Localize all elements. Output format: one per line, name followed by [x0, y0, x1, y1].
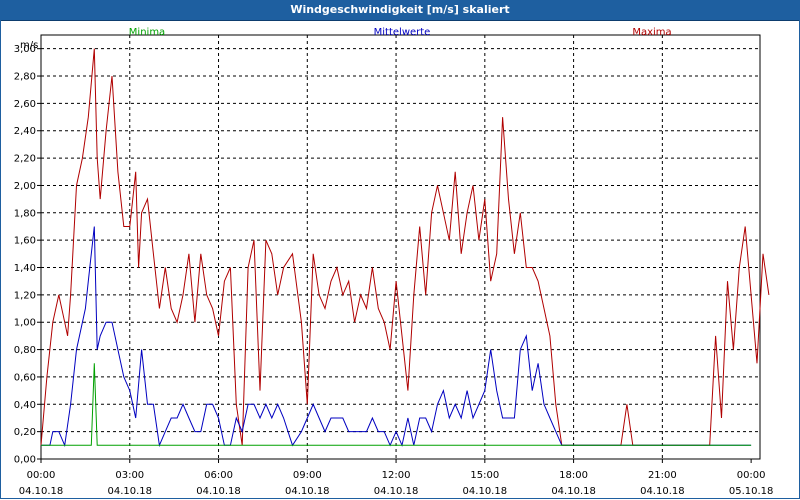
- x-tick-date: 04.10.18: [285, 486, 330, 497]
- y-tick-label: 2,80: [14, 72, 36, 83]
- x-tick-date: 04.10.18: [640, 486, 685, 497]
- series-line-mittelwerte: [41, 226, 752, 448]
- legend: Minima Mittelwerte Maxima: [129, 27, 672, 38]
- x-tick-date: 04.10.18: [374, 486, 419, 497]
- y-tick-label: 1,80: [14, 208, 36, 219]
- x-tick-time: 12:00: [382, 470, 411, 481]
- y-tick-label: 0,00: [14, 455, 36, 466]
- x-tick-time: 00:00: [27, 470, 56, 481]
- y-axis-ticks: 0,00 0,20 0,40 0,60 0,80 1,00 1,20 1,40 1,60 1,80…: [14, 44, 41, 466]
- x-tick-time: 15:00: [470, 470, 499, 481]
- y-tick-label: 1,40: [14, 263, 36, 274]
- x-tick-time: 03:00: [115, 470, 144, 481]
- x-tick-date: 04.10.18: [196, 486, 241, 497]
- y-tick-label: 1,00: [14, 318, 36, 329]
- y-tick-label: 2,60: [14, 99, 36, 110]
- y-tick-label: 1,20: [14, 290, 36, 301]
- x-tick-date: 04.10.18: [463, 486, 508, 497]
- plot-area-border: [40, 34, 761, 460]
- chart-title-bar: Windgeschwindigkeit [m/s] skaliert: [0, 0, 800, 21]
- y-tick-label: 2,40: [14, 126, 36, 137]
- y-tick-label: 3,00: [14, 44, 36, 55]
- x-tick-date: 04.10.18: [107, 486, 152, 497]
- x-axis-ticks: 00:00 04.10.18 03:00 04.10.18 06:00 04.10.18 0…: [19, 459, 774, 497]
- x-tick-date: 04.10.18: [551, 486, 596, 497]
- legend-entry-maxima: Maxima: [632, 27, 671, 38]
- grid-lines: [40, 34, 761, 460]
- y-tick-label: 0,20: [14, 427, 36, 438]
- x-tick-time: 21:00: [648, 470, 677, 481]
- x-tick-time: 18:00: [559, 470, 588, 481]
- legend-entry-mittelwerte: Mittelwerte: [374, 27, 431, 38]
- x-tick-time: 00:00: [737, 470, 766, 481]
- y-tick-label: 0,80: [14, 345, 36, 356]
- x-tick-time: 06:00: [204, 470, 233, 481]
- y-tick-label: 0,40: [14, 400, 36, 411]
- series-line-maxima: [40, 48, 770, 446]
- y-axis-unit: m/s: [20, 40, 38, 51]
- y-tick-label: 2,20: [14, 154, 36, 165]
- legend-entry-minima: Minima: [129, 27, 165, 38]
- y-tick-label: 0,60: [14, 372, 36, 383]
- chart-title: Windgeschwindigkeit [m/s] skaliert: [290, 3, 510, 16]
- x-tick-time: 09:00: [293, 470, 322, 481]
- series-line-minima: [41, 363, 752, 446]
- y-tick-label: 1,60: [14, 236, 36, 247]
- x-tick-date: 04.10.18: [19, 486, 64, 497]
- series-lines: [40, 48, 770, 448]
- y-tick-label: 2,00: [14, 181, 36, 192]
- x-tick-date: 05.10.18: [729, 486, 774, 497]
